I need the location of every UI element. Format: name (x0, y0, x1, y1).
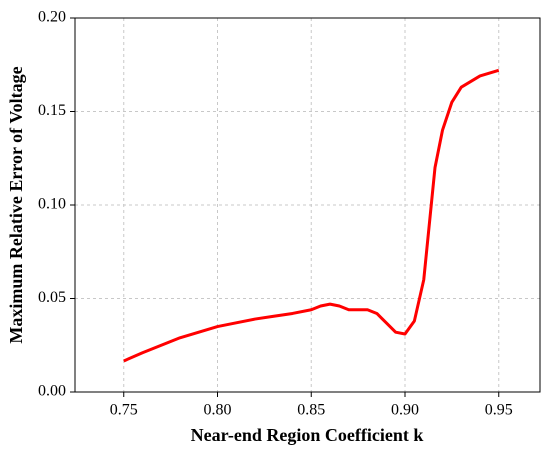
y-axis-label: Maximum Relative Error of Voltage (6, 66, 26, 343)
x-tick-label: 0.90 (391, 402, 419, 419)
plot-frame (74, 17, 541, 393)
y-tick-label: 0.20 (38, 9, 66, 26)
y-tick-label: 0.05 (38, 289, 66, 306)
y-tick-label: 0.10 (38, 196, 66, 213)
y-tick-label: 0.15 (38, 102, 66, 119)
line (123, 68, 500, 363)
x-tick-label: 0.95 (485, 402, 513, 419)
x-tick-label: 0.80 (204, 402, 232, 419)
x-tick-label: 0.85 (297, 402, 325, 419)
x-axis-label: Near-end Region Coefficient k (191, 425, 424, 445)
y-tick-label: 0.00 (38, 383, 66, 400)
x-tick-label: 0.75 (110, 402, 138, 419)
